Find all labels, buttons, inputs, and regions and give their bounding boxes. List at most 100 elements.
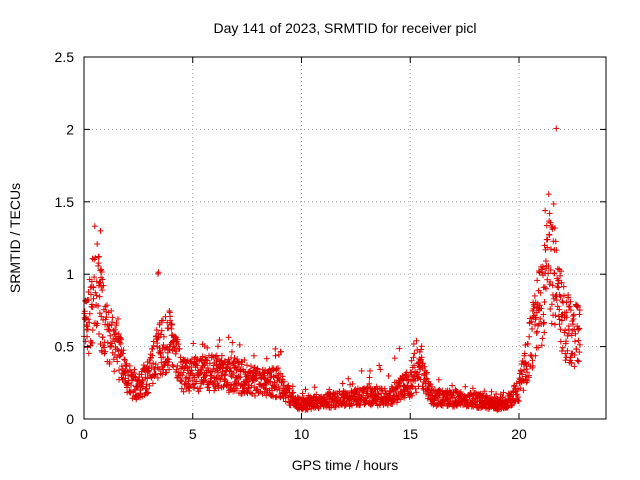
data-point bbox=[564, 347, 571, 354]
data-point bbox=[110, 356, 117, 363]
data-point bbox=[275, 365, 282, 372]
data-point bbox=[193, 358, 200, 365]
data-point bbox=[115, 330, 122, 337]
chart-title: Day 141 of 2023, SRMTID for receiver pic… bbox=[214, 20, 477, 36]
data-point bbox=[537, 315, 544, 322]
data-point bbox=[150, 360, 157, 367]
data-point bbox=[179, 372, 186, 379]
data-point bbox=[377, 366, 384, 373]
data-point bbox=[576, 349, 583, 356]
data-point bbox=[565, 294, 572, 301]
plot-frame bbox=[83, 56, 607, 420]
data-point bbox=[282, 398, 289, 405]
data-point bbox=[227, 365, 234, 372]
y-axis-label: SRMTID / TECUs bbox=[7, 183, 23, 293]
data-point bbox=[146, 365, 153, 372]
data-point bbox=[144, 390, 151, 397]
data-point bbox=[154, 364, 161, 371]
data-point bbox=[536, 302, 543, 309]
data-point bbox=[233, 385, 240, 392]
x-tick-label: 20 bbox=[511, 426, 527, 442]
data-point bbox=[83, 326, 90, 333]
data-point bbox=[167, 317, 174, 324]
data-point bbox=[505, 403, 512, 410]
data-point bbox=[361, 385, 368, 392]
data-point bbox=[186, 363, 193, 370]
data-point bbox=[119, 350, 126, 357]
data-point bbox=[236, 341, 243, 348]
data-point bbox=[530, 313, 537, 320]
data-point bbox=[121, 357, 128, 364]
data-point bbox=[253, 376, 260, 383]
data-point bbox=[168, 321, 175, 328]
data-point bbox=[84, 344, 91, 351]
data-point bbox=[547, 278, 554, 285]
x-tick-label: 15 bbox=[402, 426, 418, 442]
data-point bbox=[181, 381, 188, 388]
data-point bbox=[326, 386, 333, 393]
data-point bbox=[84, 326, 91, 333]
data-point bbox=[244, 378, 251, 385]
data-point bbox=[423, 376, 430, 383]
data-point bbox=[332, 403, 339, 410]
data-point bbox=[532, 352, 539, 359]
data-point bbox=[551, 270, 558, 277]
data-point bbox=[552, 238, 559, 245]
data-point bbox=[500, 389, 507, 396]
data-point bbox=[358, 367, 365, 374]
data-point bbox=[190, 340, 197, 347]
data-point bbox=[234, 356, 241, 363]
data-point bbox=[171, 344, 178, 351]
data-point bbox=[174, 336, 181, 343]
data-point bbox=[451, 394, 458, 401]
data-point bbox=[215, 343, 222, 350]
data-point bbox=[87, 291, 94, 298]
data-point bbox=[111, 368, 118, 375]
y-tick-label: 1.5 bbox=[55, 194, 75, 210]
data-point bbox=[116, 367, 123, 374]
data-point bbox=[191, 374, 198, 381]
data-point bbox=[563, 314, 570, 321]
data-point bbox=[194, 362, 201, 369]
data-point bbox=[277, 393, 284, 400]
data-point bbox=[355, 391, 362, 398]
data-point bbox=[180, 388, 187, 395]
data-point bbox=[572, 338, 579, 345]
y-tick-label: 2 bbox=[66, 121, 74, 137]
data-point bbox=[522, 360, 529, 367]
data-point bbox=[216, 375, 223, 382]
data-point bbox=[237, 374, 244, 381]
data-point bbox=[565, 323, 572, 330]
data-point bbox=[154, 374, 161, 381]
data-point bbox=[143, 385, 150, 392]
data-point bbox=[557, 326, 564, 333]
data-point bbox=[538, 342, 545, 349]
y-tick-label: 0.5 bbox=[55, 339, 75, 355]
data-point bbox=[547, 246, 554, 253]
data-point bbox=[102, 303, 109, 310]
data-point bbox=[188, 367, 195, 374]
data-point bbox=[563, 299, 570, 306]
data-point bbox=[206, 360, 213, 367]
data-point bbox=[154, 270, 161, 277]
data-point bbox=[413, 337, 420, 344]
data-point bbox=[89, 304, 96, 311]
y-tick-label: 2.5 bbox=[55, 49, 75, 65]
data-point bbox=[229, 339, 236, 346]
data-point bbox=[541, 329, 548, 336]
data-point bbox=[311, 384, 318, 391]
data-point bbox=[123, 360, 130, 367]
data-point bbox=[139, 376, 146, 383]
data-point bbox=[561, 292, 568, 299]
data-point bbox=[539, 335, 546, 342]
data-point bbox=[541, 284, 548, 291]
data-point bbox=[278, 348, 285, 355]
data-point bbox=[208, 373, 215, 380]
data-point bbox=[91, 274, 98, 281]
y-tick-label: 1 bbox=[66, 266, 74, 282]
data-point bbox=[557, 293, 564, 300]
data-point bbox=[248, 363, 255, 370]
data-point bbox=[204, 365, 211, 372]
data-point bbox=[248, 382, 255, 389]
data-point bbox=[178, 377, 185, 384]
